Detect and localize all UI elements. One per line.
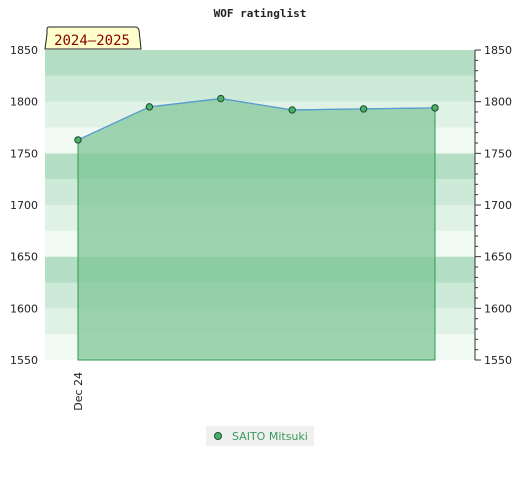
y-tick-label-right: 1600: [484, 302, 512, 315]
series-line-group: [77, 97, 436, 141]
series-line: [77, 97, 436, 141]
y-tick-label-right: 1550: [484, 354, 512, 367]
y-tick-label-left: 1650: [10, 251, 38, 264]
y-tick-label-right: 1800: [484, 96, 512, 109]
legend-series-label: SAITO Mitsuki: [232, 429, 308, 443]
y-tick-label-right: 1700: [484, 199, 512, 212]
data-point: [145, 103, 154, 111]
legend-marker-icon: [214, 432, 222, 440]
x-tick-label: Dec 24: [72, 372, 85, 411]
data-point: [431, 104, 439, 112]
x-axis: Dec 24: [72, 372, 85, 411]
y-tick-label-left: 1850: [10, 44, 38, 57]
chart-title: WOF ratinglist: [214, 7, 307, 20]
y-tick-label-right: 1850: [484, 44, 512, 57]
season-badge: 2024–2025: [44, 26, 142, 50]
area-fill-group: [77, 98, 436, 361]
y-tick-label-left: 1550: [10, 354, 38, 367]
y-tick-label-left: 1800: [10, 96, 38, 109]
y-tick-label-right: 1650: [484, 251, 512, 264]
data-point: [288, 106, 296, 114]
legend: SAITO Mitsuki: [206, 426, 314, 446]
background-band: [45, 75, 475, 102]
y-tick-label-left: 1600: [10, 302, 38, 315]
y-tick-label-left: 1750: [10, 147, 38, 160]
y-tick-label-right: 1750: [484, 147, 512, 160]
series-area: [77, 98, 436, 361]
data-point: [217, 94, 225, 103]
season-label: 2024–2025: [54, 33, 130, 49]
background-band: [45, 50, 475, 76]
data-point: [74, 136, 82, 144]
data-points-group: [74, 94, 439, 144]
y-axis-right: 1550 1600 1650 1700 1750 1800 1850: [474, 44, 512, 367]
y-axis-left: 1550 1600 1650 1700 1750 1800 1850: [10, 44, 38, 367]
y-tick-label-left: 1700: [10, 199, 38, 212]
data-point: [359, 105, 368, 113]
